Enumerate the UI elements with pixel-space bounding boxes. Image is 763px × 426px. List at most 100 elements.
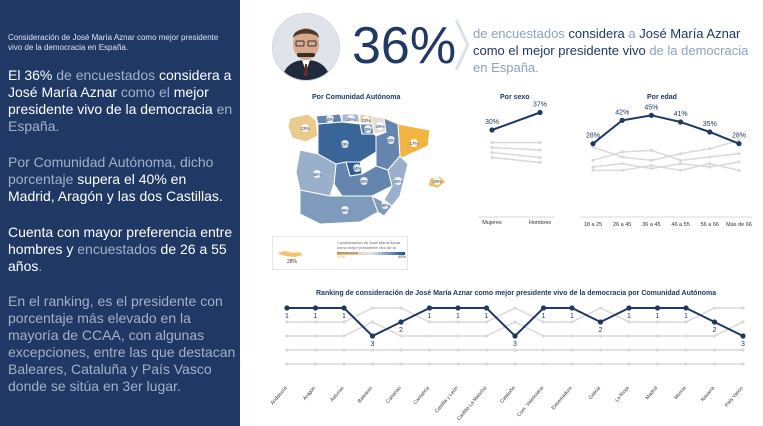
text-segment: en España. — [8, 101, 233, 134]
map-region-label: 36% — [312, 172, 321, 177]
data-point — [620, 168, 624, 172]
data-point — [570, 348, 574, 352]
x-tick-label: Navarra — [700, 385, 716, 403]
data-point — [684, 334, 688, 338]
data-point-highlight — [398, 319, 404, 325]
data-point — [620, 162, 624, 166]
data-point-highlight — [540, 305, 547, 311]
data-point — [538, 155, 542, 160]
data-point — [484, 348, 489, 352]
x-tick-label: Madrid — [645, 385, 660, 401]
data-point — [313, 320, 318, 324]
data-point — [427, 362, 432, 366]
x-tick-label: Castilla y León — [434, 385, 460, 414]
data-point — [649, 163, 654, 167]
series-line — [592, 149, 740, 162]
x-tick-label: 18 a 25 — [584, 222, 602, 228]
data-label: 2 — [399, 327, 403, 334]
data-point-highlight — [569, 305, 575, 311]
data-point — [591, 145, 595, 149]
data-point — [370, 362, 375, 366]
map-region-label: 17% — [409, 141, 418, 146]
map-legend-max: 45% — [398, 254, 407, 259]
map-label-bg — [376, 122, 384, 130]
data-point — [513, 306, 517, 310]
data-point — [342, 334, 346, 338]
data-point-highlight — [455, 305, 461, 311]
region-paragraph: Por Comunidad Autónoma, dicho porcentaje… — [8, 154, 236, 205]
data-point — [427, 348, 432, 352]
data-point — [679, 152, 683, 156]
map-label-bg — [360, 177, 368, 185]
data-point — [456, 320, 460, 324]
map-region-label: 40% — [386, 138, 395, 143]
data-point — [598, 306, 603, 310]
map-legend: 28% — [272, 236, 408, 270]
summary-paragraph: El 36% de encuestados considera a José M… — [8, 67, 236, 135]
data-point — [427, 320, 432, 324]
data-point — [591, 165, 595, 169]
data-point — [620, 155, 624, 159]
data-label: 1 — [314, 313, 318, 320]
map-chart-title: Por Comunidad Autónoma — [312, 94, 401, 101]
data-label: 1 — [627, 313, 631, 320]
data-point — [649, 158, 654, 162]
x-tick-label: Cantabria — [412, 385, 431, 406]
data-point — [285, 362, 289, 366]
data-point — [484, 362, 489, 366]
data-point-highlight — [711, 319, 718, 325]
data-point — [513, 362, 517, 366]
map-legend-min: 17% — [337, 254, 346, 259]
data-point — [285, 320, 289, 324]
data-label: 2 — [599, 327, 603, 334]
data-point-highlight — [678, 119, 684, 125]
data-point — [342, 348, 346, 352]
data-point — [684, 348, 688, 352]
data-point — [708, 155, 712, 159]
data-point — [342, 362, 346, 366]
x-tick-label: Extremadura — [551, 385, 574, 411]
map-label-bg — [433, 177, 441, 185]
data-label: 1 — [285, 313, 289, 320]
data-label: 3 — [741, 341, 745, 348]
data-label: 41% — [674, 111, 688, 118]
data-point — [313, 362, 318, 366]
text-segment: . — [38, 258, 43, 274]
data-point-highlight — [341, 305, 347, 311]
data-point — [538, 140, 542, 145]
ranking-paragraph: En el ranking, es el presidente con porc… — [8, 293, 236, 394]
data-point — [684, 362, 688, 366]
data-point — [627, 334, 631, 338]
data-point-highlight — [648, 112, 655, 118]
data-point-highlight — [483, 305, 490, 311]
data-label: 42% — [615, 109, 629, 116]
data-point-highlight — [740, 333, 746, 339]
data-point-highlight — [369, 333, 376, 339]
map-legend-caption: Consideración de José María Aznar como m… — [337, 240, 401, 255]
data-point — [655, 334, 660, 338]
data-point — [741, 362, 745, 366]
data-label: 37% — [533, 102, 547, 109]
portrait-photo — [272, 13, 340, 81]
data-point — [541, 320, 546, 324]
x-tick-label: Hombres — [529, 220, 552, 226]
map-label-bg — [364, 125, 372, 133]
data-point — [627, 348, 631, 352]
text-segment: mejor presidente vivo de la democracia — [8, 84, 217, 117]
data-point — [679, 162, 683, 166]
data-point-highlight — [597, 319, 604, 325]
series-line — [593, 162, 740, 172]
map-region-label: 29% — [375, 124, 384, 129]
x-tick-label: Más de 66 — [726, 222, 752, 228]
data-point — [737, 152, 741, 156]
data-label: 1 — [428, 313, 432, 320]
data-point — [570, 334, 574, 338]
data-point-highlight — [489, 127, 495, 133]
data-point-highlight — [736, 141, 742, 147]
data-label: 1 — [456, 313, 460, 320]
series-line-highlight — [491, 111, 541, 131]
x-tick-label: Aragón — [302, 385, 317, 401]
map-region-label: 43% — [340, 142, 349, 147]
data-point — [313, 348, 318, 352]
